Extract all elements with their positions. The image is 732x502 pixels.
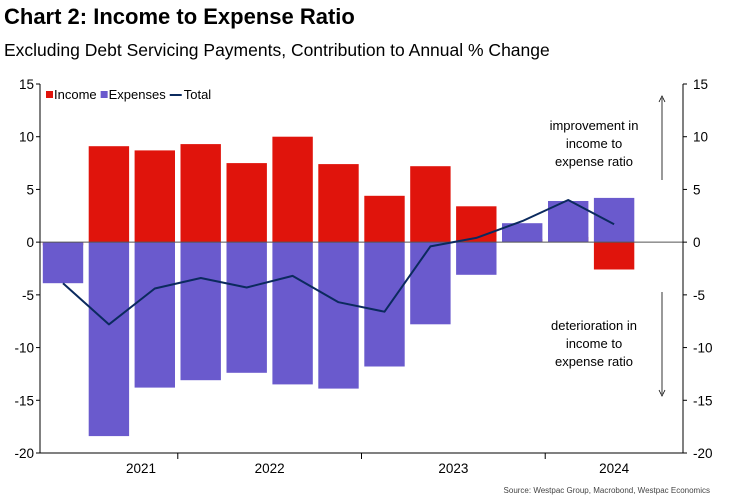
chart-title: Chart 2: Income to Expense Ratio	[4, 4, 355, 29]
income-bar-2021Q2	[88, 146, 130, 243]
income-bar-2022Q1	[226, 163, 267, 243]
y-tick-left-label: -5	[22, 288, 34, 303]
x-tick-label-2024: 2024	[599, 461, 630, 476]
y-tick-right-label: 0	[693, 235, 701, 250]
arrow-down-head	[658, 389, 666, 397]
expenses-bar-2021Q3	[134, 242, 175, 388]
annotation-improvement-text: expense ratio	[555, 154, 633, 169]
arrow-up-head	[658, 95, 666, 103]
expenses-bar-2023Q2	[456, 242, 497, 275]
legend-label-income: Income	[54, 87, 97, 102]
y-tick-left-label: -10	[14, 341, 34, 356]
annotation-improvement-text: income to	[566, 136, 622, 151]
total-line	[62, 199, 615, 326]
income-bar-2022Q3	[318, 164, 359, 243]
expenses-bar-2022Q3	[318, 242, 359, 389]
income-bar-2021Q4	[180, 144, 221, 243]
y-tick-right-label: -20	[693, 446, 713, 461]
y-tick-right-label: -5	[693, 288, 705, 303]
y-tick-right-label: 10	[693, 130, 708, 145]
expenses-bar-2022Q4	[364, 242, 405, 367]
x-tick-label-2021: 2021	[126, 461, 156, 476]
y-tick-left-label: 15	[19, 77, 34, 92]
annotation-improvement-text: improvement in	[550, 118, 639, 133]
y-tick-right-label: -15	[693, 393, 713, 408]
expenses-bar-2023Q1	[410, 242, 451, 325]
expenses-bar-2021Q2	[88, 242, 130, 437]
expenses-bar-2021Q1	[42, 242, 84, 284]
source-note: Source: Westpac Group, Macrobond, Westpa…	[503, 486, 710, 495]
income-bar-2023Q1	[410, 166, 451, 243]
y-tick-left-label: -15	[14, 393, 34, 408]
y-tick-left-label: -20	[14, 446, 34, 461]
legend-swatch-income	[46, 91, 53, 98]
annotation-deterioration-text: deterioration in	[551, 318, 637, 333]
y-tick-right-label: -10	[693, 341, 713, 356]
legend-label-expenses: Expenses	[109, 87, 167, 102]
expenses-bar-2022Q1	[226, 242, 267, 373]
legend-swatch-expenses	[100, 91, 108, 98]
y-tick-left-label: 10	[19, 130, 34, 145]
y-tick-right-label: 5	[693, 182, 701, 197]
income-bar-2021Q3	[134, 150, 175, 243]
legend-label-total: Total	[184, 87, 212, 102]
y-tick-left-label: 5	[26, 182, 34, 197]
annotation-deterioration-text: expense ratio	[555, 354, 633, 369]
income-bar-2022Q4	[364, 195, 405, 243]
chart-subtitle: Excluding Debt Servicing Payments, Contr…	[4, 40, 550, 60]
expenses-bar-2023Q3	[502, 223, 543, 243]
income-bar-2022Q2	[272, 136, 313, 243]
expenses-bar-2021Q4	[180, 242, 221, 381]
y-tick-right-label: 15	[693, 77, 708, 92]
income-bar-2023Q2	[456, 206, 497, 243]
x-tick-label-2022: 2022	[255, 461, 285, 476]
x-tick-label-2023: 2023	[438, 461, 468, 476]
expenses-bar-2024Q1	[593, 197, 635, 243]
annotation-deterioration-text: income to	[566, 336, 622, 351]
income-bar-2024Q1	[593, 242, 635, 270]
expenses-bar-2022Q2	[272, 242, 313, 385]
y-tick-left-label: 0	[26, 235, 34, 250]
